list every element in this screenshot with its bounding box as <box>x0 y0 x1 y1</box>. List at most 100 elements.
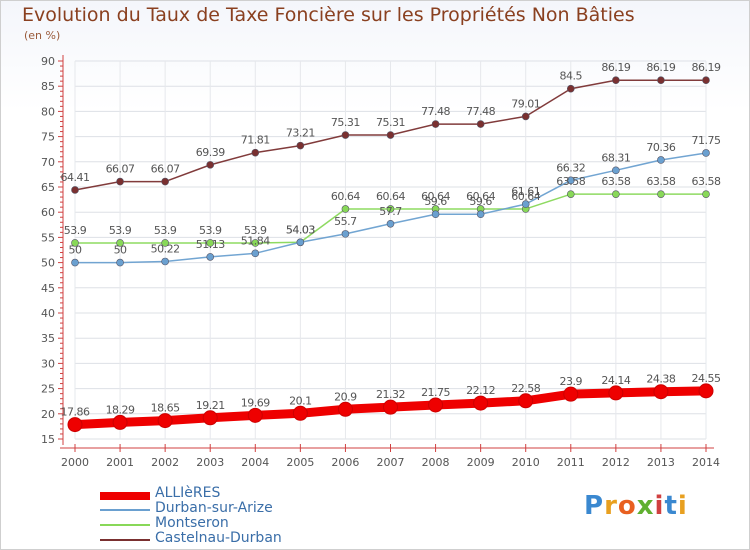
data-label-montseron-2007: 60.64 <box>376 190 405 203</box>
data-label-montseron-2003: 53.9 <box>199 224 222 237</box>
data-label-allieres-2013: 24.38 <box>646 373 675 386</box>
data-label-allieres-2001: 18.29 <box>106 403 135 416</box>
data-label-castelnau-2014: 86.19 <box>692 61 721 74</box>
y-tick-label-60: 60 <box>41 206 55 219</box>
x-tick-label-2004: 2004 <box>241 456 269 469</box>
data-label-allieres-2005: 20.1 <box>289 394 312 407</box>
x-tick-label-2010: 2010 <box>512 456 540 469</box>
legend-label-durban: Durban-sur-Arize <box>155 500 273 516</box>
logo-letter: x <box>636 491 655 521</box>
data-label-montseron-2013: 63.58 <box>646 175 675 188</box>
data-label-allieres-2006: 20.9 <box>334 390 357 403</box>
point-montseron-2000 <box>71 239 79 247</box>
point-allieres-2002 <box>157 413 173 429</box>
data-label-castelnau-2012: 86.19 <box>601 61 630 74</box>
point-allieres-2012 <box>608 385 624 401</box>
point-allieres-2013 <box>653 384 669 400</box>
point-allieres-2001 <box>112 414 128 430</box>
data-label-castelnau-2008: 77.48 <box>421 105 450 118</box>
data-label-durban-2009: 59.6 <box>469 195 492 208</box>
chart-title: Evolution du Taux de Taxe Foncière sur l… <box>22 4 635 26</box>
data-label-castelnau-2000: 64.41 <box>61 171 90 184</box>
legend-swatch-allieres <box>100 492 150 500</box>
y-tick-label-25: 25 <box>41 383 55 396</box>
data-label-durban-2006: 55.7 <box>334 215 357 228</box>
x-tick-label-2014: 2014 <box>692 456 720 469</box>
data-label-montseron-2000: 53.9 <box>64 224 87 237</box>
point-durban-2001 <box>116 258 124 267</box>
x-tick-label-2001: 2001 <box>106 456 134 469</box>
data-label-allieres-2008: 21.75 <box>421 386 450 399</box>
point-allieres-2008 <box>428 397 444 413</box>
legend-label-allieres: ALLIèRES <box>155 485 221 501</box>
point-durban-2010 <box>521 200 530 208</box>
data-label-castelnau-2011: 84.5 <box>560 70 583 83</box>
data-label-castelnau-2004: 71.81 <box>241 134 270 147</box>
point-allieres-2000 <box>67 417 83 433</box>
point-castelnau-2009 <box>476 120 485 128</box>
point-montseron-2014 <box>702 190 710 198</box>
point-allieres-2009 <box>473 395 489 411</box>
y-tick-label-55: 55 <box>41 231 55 244</box>
point-durban-2007 <box>386 219 395 228</box>
point-castelnau-2013 <box>657 76 665 85</box>
point-durban-2006 <box>341 230 350 238</box>
y-tick-label-85: 85 <box>41 80 55 93</box>
point-montseron-2011 <box>566 190 575 198</box>
data-label-durban-2012: 68.31 <box>601 151 630 164</box>
data-label-montseron-2006: 60.64 <box>331 190 360 203</box>
data-label-castelnau-2002: 66.07 <box>151 163 180 176</box>
data-label-montseron-2002: 53.9 <box>154 224 177 237</box>
data-label-durban-2001: 50 <box>114 244 127 257</box>
y-unit-label: (en %) <box>24 29 61 42</box>
point-montseron-2002 <box>161 239 169 247</box>
x-tick-label-2006: 2006 <box>331 456 359 469</box>
data-label-durban-2014: 71.75 <box>692 134 721 147</box>
legend-swatch-montseron <box>100 524 150 526</box>
data-label-castelnau-2005: 73.21 <box>286 127 315 140</box>
data-label-allieres-2011: 23.9 <box>560 375 583 388</box>
x-tick-label-2011: 2011 <box>557 456 585 469</box>
legend-label-castelnau: Castelnau-Durban <box>155 530 282 546</box>
point-montseron-2013 <box>657 190 665 198</box>
logo-letter: r <box>604 491 618 521</box>
data-label-allieres-2003: 19.21 <box>196 399 225 412</box>
proxiti-logo: Proxiti <box>584 491 688 521</box>
point-montseron-2003 <box>206 239 215 247</box>
y-tick-label-20: 20 <box>41 408 55 421</box>
y-tick-label-90: 90 <box>41 55 55 68</box>
point-allieres-2010 <box>518 393 534 409</box>
data-label-allieres-2002: 18.65 <box>151 402 180 415</box>
point-montseron-2001 <box>116 239 124 247</box>
data-label-montseron-2010: 60.64 <box>511 190 540 203</box>
data-label-castelnau-2007: 75.31 <box>376 116 405 129</box>
point-durban-2000 <box>71 258 79 267</box>
y-tick-label-40: 40 <box>41 307 55 320</box>
y-tick-label-75: 75 <box>41 131 55 144</box>
point-castelnau-2001 <box>116 177 124 186</box>
data-label-montseron-2005: 54.03 <box>286 223 315 236</box>
point-durban-2014 <box>702 149 710 157</box>
data-label-durban-2013: 70.36 <box>646 141 675 154</box>
point-castelnau-2011 <box>566 84 575 93</box>
data-label-durban-2000: 50 <box>69 244 82 257</box>
point-montseron-2004 <box>251 239 260 247</box>
data-label-castelnau-2001: 66.07 <box>106 163 135 176</box>
y-tick-label-50: 50 <box>41 257 55 270</box>
point-allieres-2011 <box>563 386 579 402</box>
y-tick-label-15: 15 <box>41 433 55 446</box>
point-durban-2012 <box>612 166 620 175</box>
data-label-allieres-2009: 22.12 <box>466 384 495 397</box>
x-tick-label-2007: 2007 <box>377 456 405 469</box>
x-tick-label-2002: 2002 <box>151 456 179 469</box>
x-tick-label-2003: 2003 <box>196 456 224 469</box>
data-label-allieres-2010: 22.58 <box>511 382 540 395</box>
legend-label-montseron: Montseron <box>155 515 229 531</box>
x-tick-label-2005: 2005 <box>286 456 314 469</box>
point-castelnau-2000 <box>71 186 79 194</box>
x-tick-label-2000: 2000 <box>61 456 89 469</box>
data-label-allieres-2007: 21.32 <box>376 388 405 401</box>
data-label-allieres-2000: 17.86 <box>61 406 90 419</box>
point-castelnau-2006 <box>341 131 350 139</box>
